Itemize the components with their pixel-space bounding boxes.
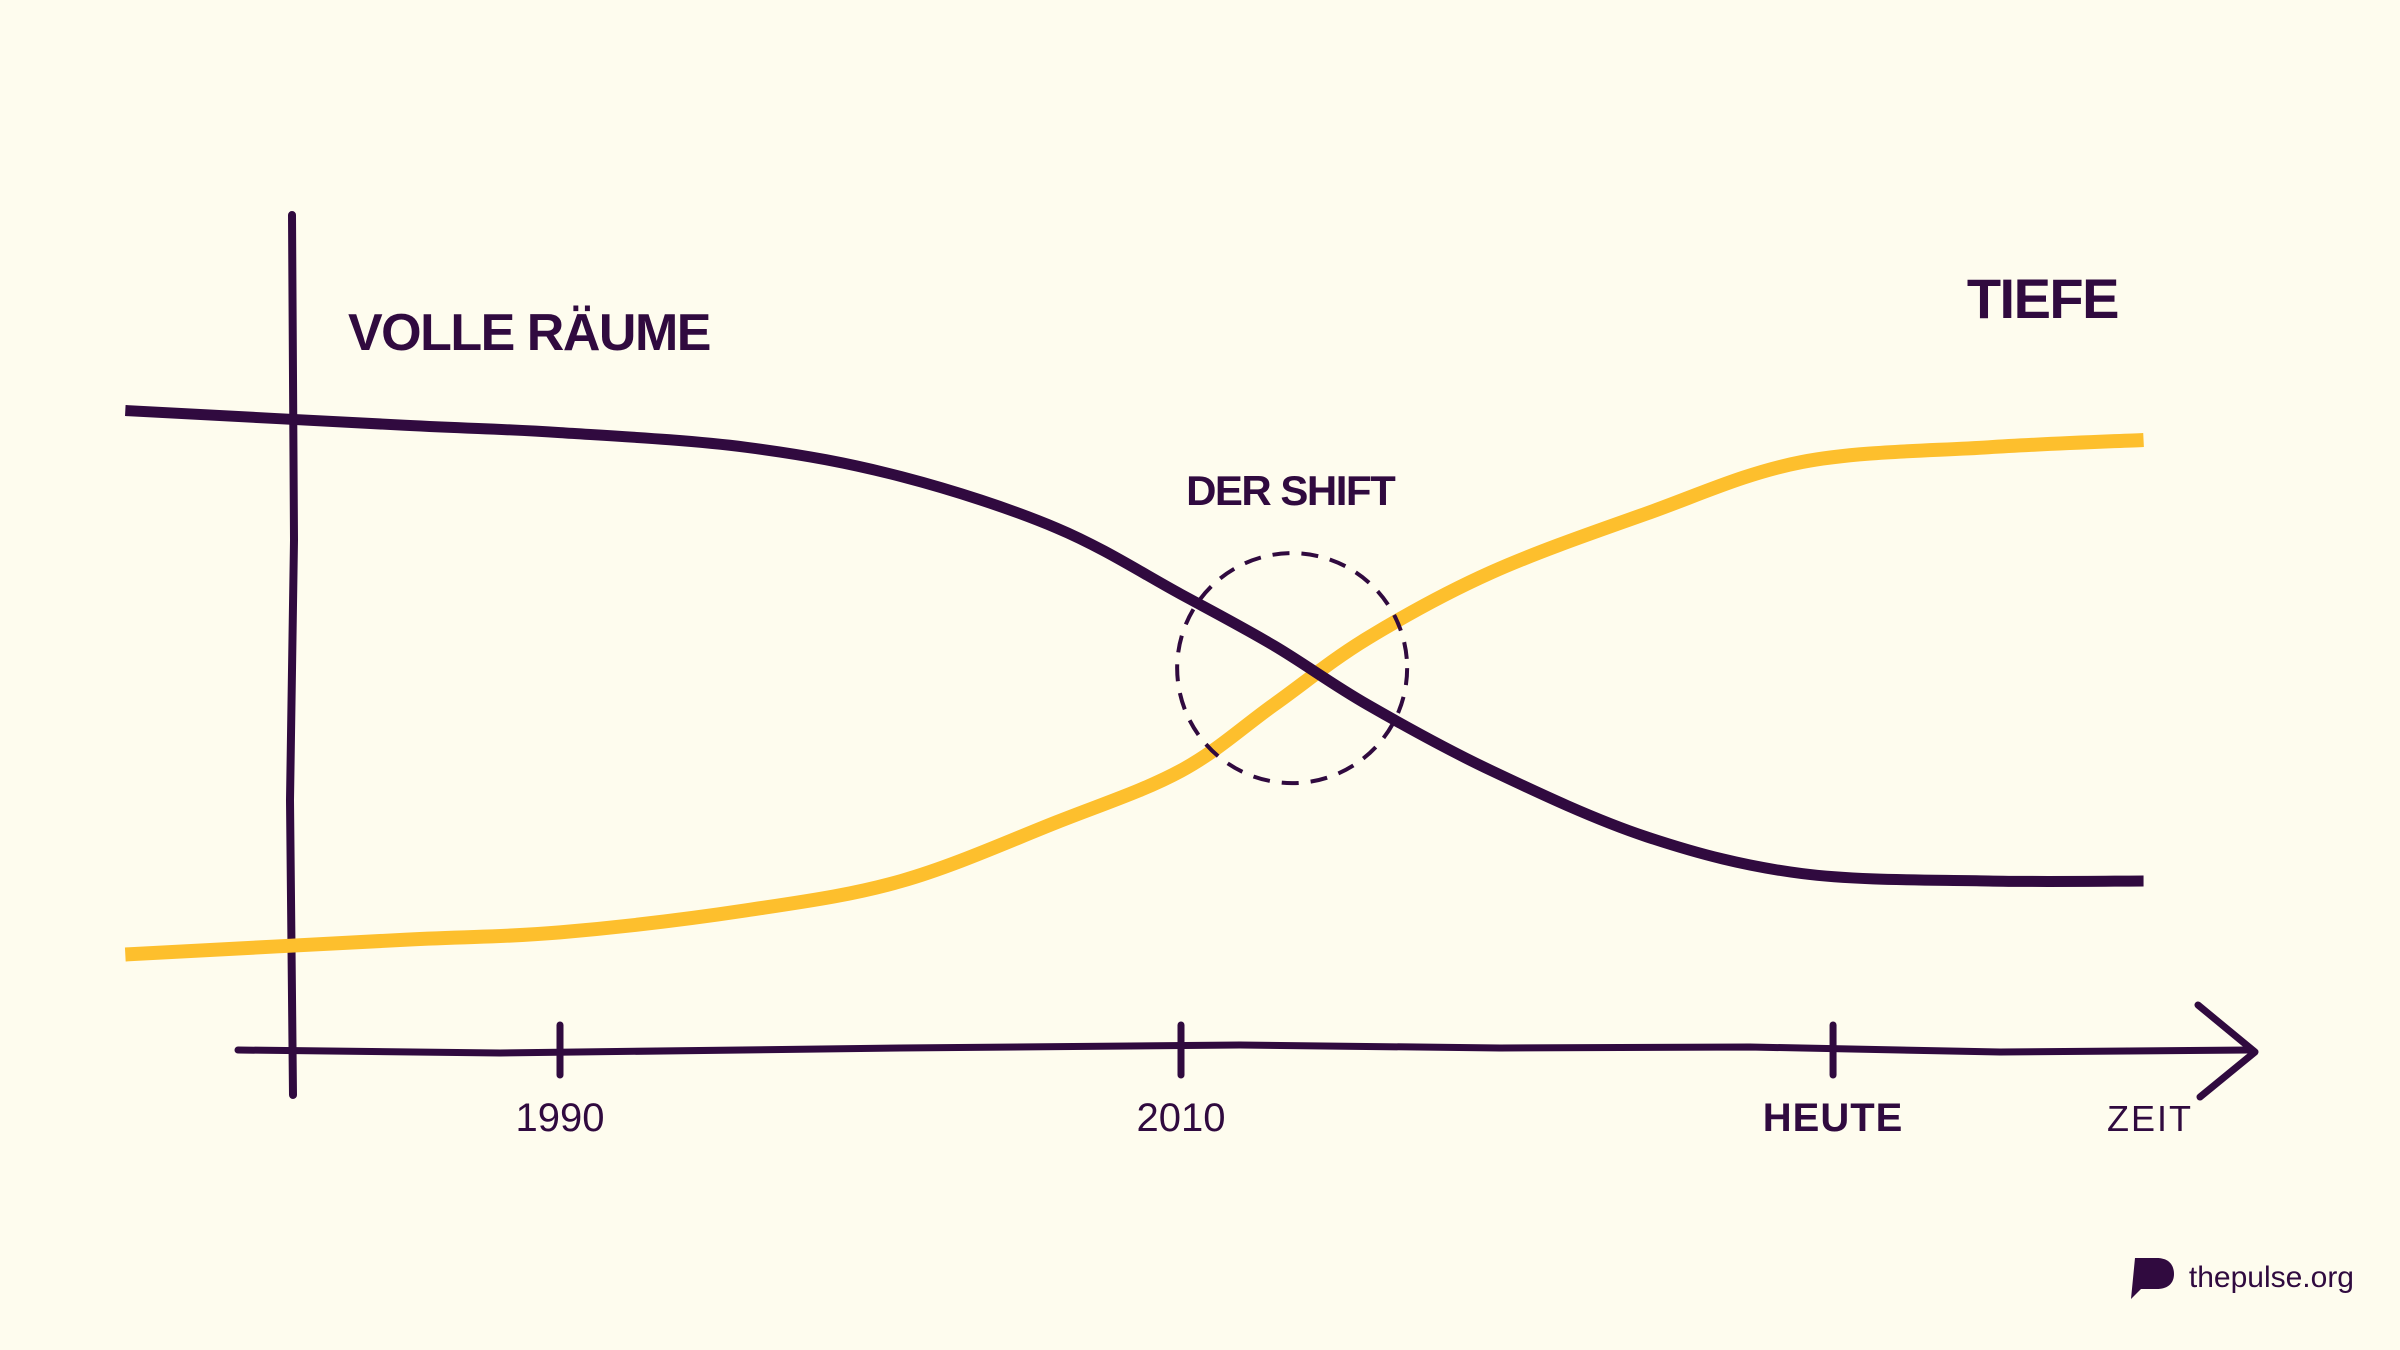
x-axis-arrowhead bbox=[2194, 1001, 2259, 1101]
x-axis-label: ZEIT bbox=[2107, 1098, 2193, 1139]
annotation-label: DER SHIFT bbox=[1186, 467, 1396, 514]
series-line-volle-raeume bbox=[125, 405, 2144, 887]
series-label-tiefe: TIEFE bbox=[1967, 267, 2118, 330]
series-line-tiefe bbox=[124, 432, 2144, 962]
series-label-volle-raeume: VOLLE RÄUME bbox=[348, 304, 710, 362]
x-tick-label: HEUTE bbox=[1763, 1096, 1904, 1140]
y-axis bbox=[285, 211, 299, 1099]
brand-footer[interactable]: thepulse.org bbox=[2127, 1256, 2354, 1300]
x-tick-label: 2010 bbox=[1137, 1096, 1226, 1140]
x-tick-label: 1990 bbox=[516, 1096, 605, 1140]
brand-url[interactable]: thepulse.org bbox=[2188, 1261, 2354, 1294]
x-axis bbox=[234, 1041, 2254, 1057]
shift-highlight-circle bbox=[1175, 551, 1410, 786]
pulse-logo-icon bbox=[2130, 1258, 2174, 1299]
